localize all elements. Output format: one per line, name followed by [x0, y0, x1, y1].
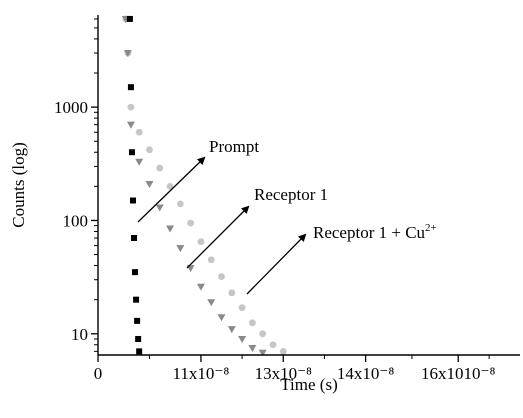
receptor1-cu-label: Receptor 1 + Cu2+	[313, 222, 437, 242]
data-point	[238, 304, 246, 312]
y-tick-label: 1000	[54, 98, 88, 117]
data-point	[135, 335, 142, 342]
data-point	[248, 344, 257, 352]
x-axis-title: Time (s)	[280, 375, 337, 394]
x-tick-label: 0	[94, 364, 103, 383]
data-point	[218, 273, 225, 280]
data-point	[207, 299, 216, 307]
data-point	[258, 349, 267, 355]
x-tick-label: 16x1010⁻⁸	[421, 364, 495, 383]
receptor1-cu-label-main: Receptor 1 + Cu	[313, 223, 426, 242]
annotations: Prompt Receptor 1 Receptor 1 + Cu2+	[137, 137, 437, 295]
y-ticks: 10 100 1000	[54, 18, 98, 352]
data-point	[217, 314, 226, 322]
data-point	[156, 164, 164, 172]
receptor1-cu-label-sup: 2+	[425, 222, 437, 234]
receptor1-cu-arrow	[246, 233, 307, 295]
data-point	[259, 330, 267, 338]
data-point	[126, 121, 135, 129]
data-point	[136, 348, 143, 355]
data-point	[186, 265, 195, 273]
data-point	[135, 158, 144, 166]
data-point	[248, 319, 256, 327]
series-receptor-1	[121, 15, 267, 355]
data-point	[132, 269, 139, 276]
data-point	[166, 182, 174, 190]
receptor1-arrow	[186, 205, 250, 269]
data-point	[127, 103, 135, 111]
data-point	[123, 50, 132, 58]
data-point	[146, 146, 153, 154]
x-tick-label: 14x10⁻⁸	[337, 364, 394, 383]
data-point	[135, 128, 143, 136]
prompt-arrow	[137, 156, 206, 223]
receptor1-label: Receptor 1	[254, 185, 328, 204]
y-axis-title: Counts (log)	[9, 142, 28, 227]
prompt-label: Prompt	[209, 137, 259, 156]
y-tick-label: 100	[63, 211, 89, 230]
data-point	[187, 219, 195, 227]
data-point	[128, 149, 135, 156]
data-point	[134, 317, 141, 324]
series-prompt	[126, 15, 143, 355]
data-point	[155, 204, 164, 212]
data-point	[145, 180, 154, 188]
data-point	[197, 238, 205, 246]
x-ticks: 0 11x10⁻⁸ 13x10⁻⁸ 14x10⁻⁸ 16x1010⁻⁸	[94, 355, 496, 383]
data-point	[269, 341, 277, 349]
data-point	[176, 245, 185, 253]
data-point	[127, 84, 134, 91]
x-tick-label: 11x10⁻⁸	[173, 364, 230, 383]
data-point	[131, 235, 138, 242]
data-point	[207, 256, 215, 264]
data-point	[129, 197, 136, 204]
series-layer	[121, 15, 287, 355]
series-receptor-1-cu	[122, 15, 287, 355]
data-point	[228, 289, 236, 297]
data-point	[126, 15, 133, 22]
data-point	[238, 335, 247, 343]
data-point	[279, 347, 287, 355]
data-point	[196, 283, 205, 291]
data-point	[166, 225, 175, 233]
data-point	[227, 326, 236, 334]
y-tick-label: 10	[71, 325, 88, 344]
data-point	[176, 200, 184, 208]
x-tick-label: 13x10⁻⁸	[255, 364, 312, 383]
data-point	[133, 296, 140, 303]
